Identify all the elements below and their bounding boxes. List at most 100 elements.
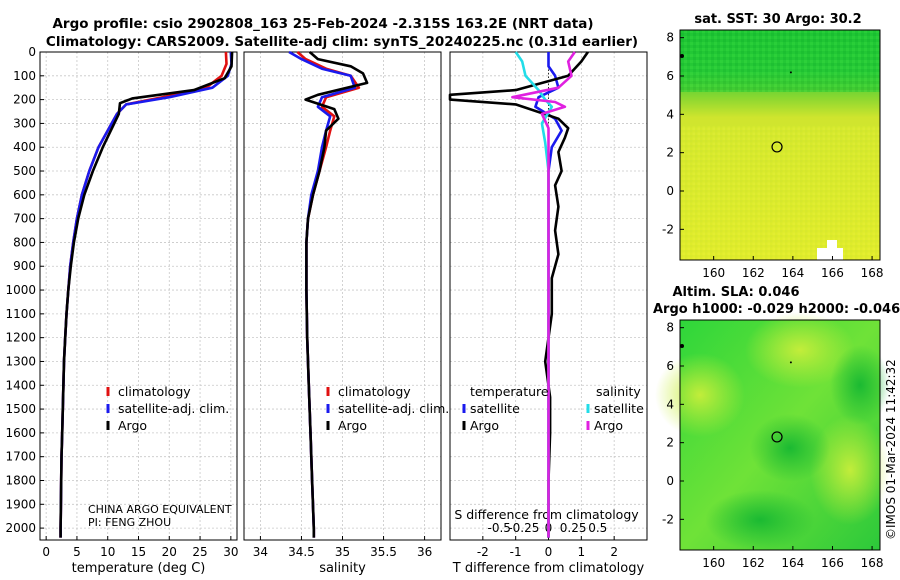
sla-map: Altim. SLA: 0.046 Argo h1000: -0.029 h20…	[653, 285, 900, 570]
depth-tick-label: 600	[13, 188, 36, 202]
temperature-xtick-label: 15	[131, 545, 146, 559]
salinity-legend-label: climatology	[338, 384, 411, 399]
sla-map-ytick-label: 6	[666, 359, 674, 373]
temperature-xlabel: temperature (deg C)	[72, 561, 206, 576]
sla-map-high-west	[655, 353, 745, 437]
difference-series-1	[448, 51, 589, 538]
salinity-xtick-label: 35	[335, 545, 350, 559]
sal-diff-tick-label: 0.25	[560, 521, 587, 535]
depth-tick-label: 300	[13, 116, 36, 130]
depth-tick-label: 1000	[5, 283, 36, 297]
salinity-legend-label: Argo	[338, 418, 367, 433]
sla-map-low-centre	[750, 414, 830, 482]
credit-line1: CHINA ARGO EQUIVALENT	[88, 503, 232, 516]
salinity-series-1	[288, 50, 357, 538]
depth-tick-label: 1600	[5, 426, 36, 440]
sst-map-xtick-label: 168	[861, 266, 884, 280]
depth-tick-label: 400	[13, 140, 36, 154]
header-subtitle: Climatology: CARS2009. Satellite-adj cli…	[46, 34, 638, 50]
depth-tick-label: 1500	[5, 402, 36, 416]
sla-map-ytick-label: -2	[662, 512, 674, 526]
temperature-series-0	[59, 51, 228, 538]
sal-diff-tick-label: -0.25	[508, 521, 539, 535]
sst-map-cool-band	[680, 30, 880, 92]
diff-legend-label: satellite	[594, 401, 644, 416]
depth-tick-label: 1300	[5, 354, 36, 368]
difference-xtick-label: 0	[545, 545, 553, 559]
temperature-xtick-label: 0	[42, 545, 50, 559]
sal-diff-label: S difference from climatology	[454, 507, 639, 522]
sst-map-ytick-label: 0	[666, 184, 674, 198]
depth-tick-label: 100	[13, 69, 36, 83]
sst-map-xtick-label: 162	[742, 266, 765, 280]
temperature-xtick-label: 5	[73, 545, 81, 559]
difference-panel: -2 -1 0 1 2 T difference from climatology -0.5…	[448, 51, 648, 576]
salinity-panel: 34 34.5 35 35.5 36 salinity climatology satelli…	[243, 50, 449, 576]
sla-map-ytick-label: 8	[666, 321, 674, 335]
sla-map-border	[679, 319, 881, 551]
sst-map-ytick-label: 6	[666, 69, 674, 83]
temperature-panel: 0100200300400500600700800900100011001200…	[5, 45, 238, 576]
salinity-xtick-label: 35.5	[370, 545, 397, 559]
timestamp-stamp: ©IMOS 01-Mar-2024 11:42:32	[884, 359, 898, 540]
sst-map-xtick-label: 166	[821, 266, 844, 280]
depth-tick-label: 500	[13, 164, 36, 178]
sla-map-xtick-label: 160	[702, 556, 725, 570]
temperature-series-2	[59, 51, 234, 538]
depth-tick-label: 1400	[5, 378, 36, 392]
depth-tick-label: 1900	[5, 497, 36, 511]
sst-map-ytick-label: 4	[666, 107, 674, 121]
diff-legend-header: temperature	[470, 384, 549, 399]
difference-xtick-label: 1	[578, 545, 586, 559]
sla-map-ytick-label: 2	[666, 436, 674, 450]
sla-map-xtick-label: 164	[781, 556, 804, 570]
sst-map-xtick-label: 160	[702, 266, 725, 280]
sla-map-island-dot	[789, 361, 792, 364]
sla-map-high-north	[745, 312, 855, 388]
diff-legend-label: Argo	[594, 418, 623, 433]
difference-xtick-label: 2	[610, 545, 618, 559]
sla-map-low-south	[705, 490, 815, 550]
sal-diff-tick-label: 0.5	[588, 521, 607, 535]
depth-tick-label: 200	[13, 93, 36, 107]
credit-line2: PI: FENG ZHOU	[88, 516, 171, 529]
depth-tick-label: 1200	[5, 331, 36, 345]
salinity-series-2	[304, 51, 369, 538]
sst-map-title: sat. SST: 30 Argo: 30.2	[694, 12, 861, 27]
sst-map-axes: 160 162 164 166 168 -2 0 2 4 6 8	[662, 31, 884, 280]
difference-xlabel: T difference from climatology	[452, 561, 645, 576]
sla-map-subtitle: Argo h1000: -0.029 h2000: -0.046	[653, 302, 900, 317]
salinity-xlabel: salinity	[319, 561, 366, 576]
sst-map-island-dot	[789, 71, 792, 74]
sst-map-ytick-label: 8	[666, 31, 674, 45]
salinity-legend-label: satellite-adj. clim.	[338, 401, 449, 416]
temperature-legend-label: satellite-adj. clim.	[118, 401, 229, 416]
difference-xtick-label: -2	[477, 545, 489, 559]
temperature-series-1	[59, 51, 233, 538]
temperature-legend-label: Argo	[118, 418, 147, 433]
depth-tick-label: 1800	[5, 473, 36, 487]
sla-map-ytick-label: 4	[666, 397, 674, 411]
diff-legend-header: salinity	[596, 384, 641, 399]
sla-map-xtick-label: 168	[861, 556, 884, 570]
temperature-xtick-label: 10	[100, 545, 115, 559]
sst-map-island-dot	[680, 54, 684, 58]
sst-map-ytick-label: 2	[666, 146, 674, 160]
depth-tick-label: 0	[28, 45, 36, 59]
sla-map-low-east	[830, 345, 890, 425]
depth-tick-label: 700	[13, 212, 36, 226]
depth-tick-label: 800	[13, 235, 36, 249]
sla-map-xtick-label: 166	[821, 556, 844, 570]
diff-legend-label: Argo	[470, 418, 499, 433]
sst-map-cloud-gap	[817, 240, 843, 260]
difference-xtick-label: -1	[510, 545, 522, 559]
sla-map-axes: 160 162 164 166 168 -2 0 2 4 6 8	[662, 321, 884, 570]
sst-map-argo-marker	[771, 141, 783, 153]
depth-tick-label: 2000	[5, 521, 36, 535]
header-title: Argo profile: csio 2902808_163 25-Feb-20…	[52, 16, 593, 32]
sst-map-xtick-label: 164	[781, 266, 804, 280]
sst-map: sat. SST: 30 Argo: 30.2 160 162 164 166 168 -…	[662, 12, 884, 280]
sla-map-title: Altim. SLA: 0.046	[673, 285, 800, 300]
depth-tick-label: 900	[13, 259, 36, 273]
